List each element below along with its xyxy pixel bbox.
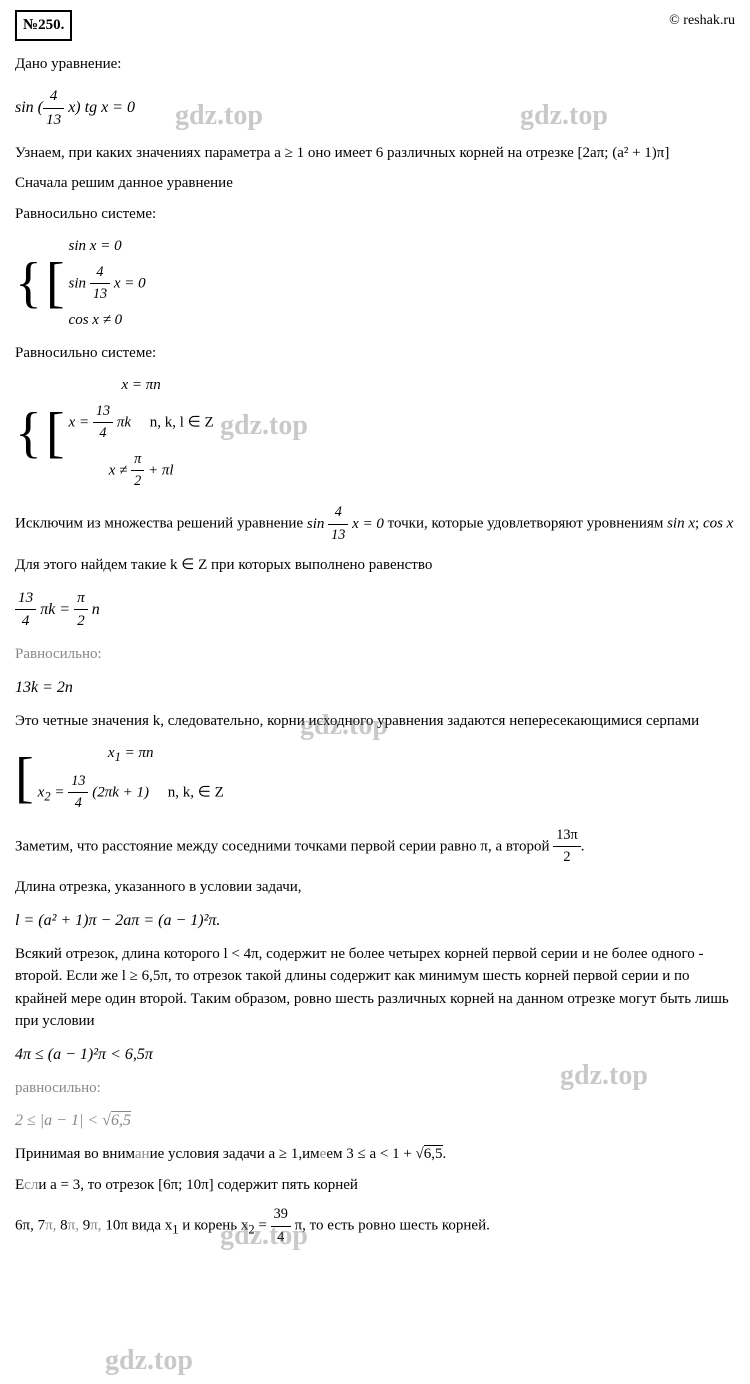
conditions-result: Принимая во внимание условия задачи a ≥ … [15,1143,735,1166]
equation-k-n: 134 πk = π2 n [15,587,735,634]
system-2-line-a: x = πn [69,374,214,397]
distance-text: Заметим, что расстояние между соседними … [15,825,735,869]
inequality-abs: 2 ≤ |a − 1| < √6,5 [15,1109,735,1133]
system-1-line-b: sin 413 x = 0 [69,262,146,306]
find-k-text: Для этого найдем такие k ∈ Z при которых… [15,554,735,577]
main-equation: sin (413 x) tg x = 0 [15,85,735,132]
header-row: №250. © reshak.ru [15,10,735,41]
case-a3-line2: 6π, 7π, 8π, 9π, 10π вида x1 и корень x2 … [15,1204,735,1248]
equiv-system-label-1: Равносильно системе: [15,203,735,226]
system-3-line-b: x2 = 134 (2πk + 1) n, k, ∈ Z [38,771,224,815]
given-equation-label: Дано уравнение: [15,53,735,76]
problem-number-box: №250. [15,10,72,41]
equiv-label-gray-1: Равносильно: [15,643,735,666]
equation-13k-2n: 13k = 2n [15,676,735,700]
system-3-line-a: x1 = πn [38,742,224,767]
case-a3-line1: Если a = 3, то отрезок [6π; 10π] содержи… [15,1174,735,1197]
segment-length-label: Длина отрезка, указанного в условии зада… [15,876,735,899]
watermark: gdz.top [105,1340,193,1382]
system-2-line-c: x ≠ π2 + πl [69,449,214,493]
inequality-4pi: 4π ≤ (a − 1)²π < 6,5π [15,1043,735,1067]
segment-length-equation: l = (a² + 1)π − 2aπ = (a − 1)²π. [15,909,735,933]
solve-first-label: Сначала решим данное уравнение [15,172,735,195]
system-2: { [ x = πn x = 134 πk n, k, l ∈ Z x ≠ π2… [15,374,735,492]
equiv-label-gray-2: равносильно: [15,1077,735,1100]
problem-statement: Узнаем, при каких значениях параметра a … [15,142,735,165]
system-1-line-a: sin x = 0 [69,235,146,258]
segment-analysis-text: Всякий отрезок, длина которого l < 4π, с… [15,943,735,1033]
even-k-text: Это четные значения k, следовательно, ко… [15,710,735,733]
system-3: [ x1 = πn x2 = 134 (2πk + 1) n, k, ∈ Z [15,742,735,815]
system-2-line-b: x = 134 πk n, k, l ∈ Z [69,401,214,445]
exclude-points-text: Исключим из множества решений уравнение … [15,502,735,546]
site-reference: © reshak.ru [669,10,735,31]
system-1-line-c: cos x ≠ 0 [69,309,146,332]
system-1: { [ sin x = 0 sin 413 x = 0 cos x ≠ 0 [15,235,735,332]
equiv-system-label-2: Равносильно системе: [15,342,735,365]
